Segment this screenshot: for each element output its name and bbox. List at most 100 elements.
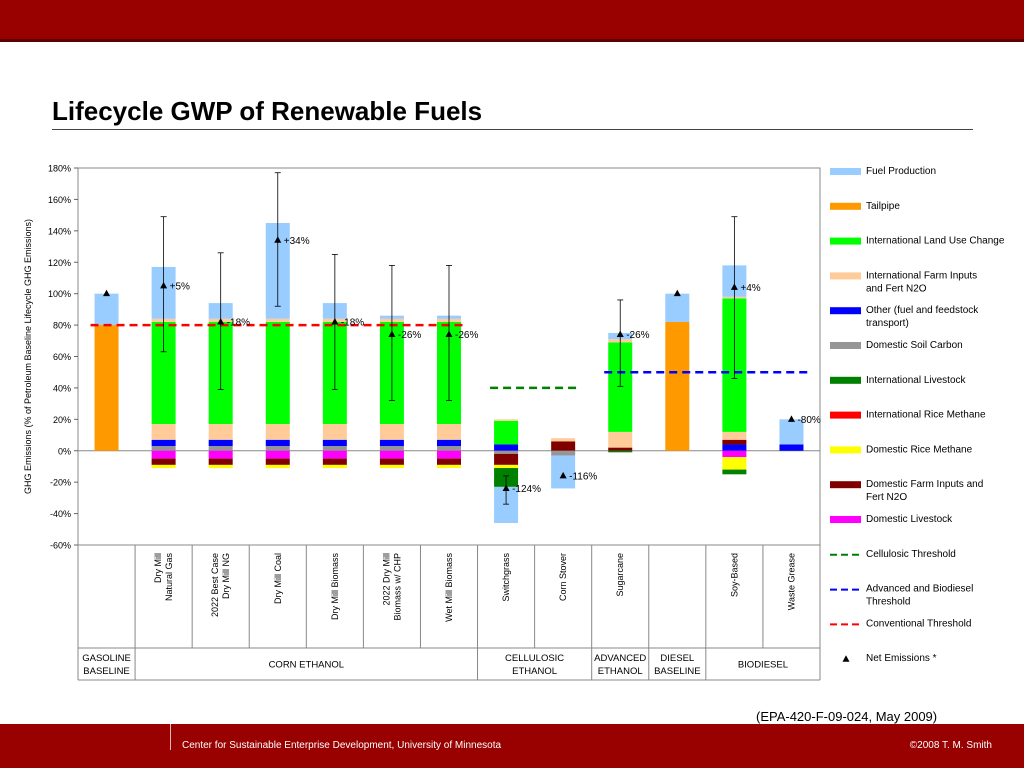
legend-swatch <box>830 168 861 175</box>
net-emission-marker <box>103 289 111 297</box>
x-group-label: BASELINE <box>654 666 700 677</box>
net-emission-marker <box>616 330 624 338</box>
net-emission-marker <box>787 415 795 422</box>
bar-segment-other_transport <box>151 439 176 447</box>
net-emission-marker <box>730 283 738 290</box>
bar-segment-other_transport <box>779 444 804 451</box>
bar-segment-dom_soil <box>437 446 461 451</box>
net-emission-marker <box>445 330 453 338</box>
bar-segment-dom_rice <box>722 457 747 470</box>
x-category-label: Dry Mill NG <box>221 553 231 599</box>
bar-segment-intl_farm <box>437 424 461 440</box>
y-axis-label: GHG Emissions (% of Petroleum Baseline L… <box>23 219 33 494</box>
net-emission-marker <box>559 471 567 479</box>
bar-segment-dom_rice <box>379 464 404 469</box>
bar-segment-intl_farm <box>494 419 519 421</box>
y-tick-label: 60% <box>53 352 71 362</box>
bar-segment-dom_livestock <box>322 450 347 459</box>
net-emission-marker <box>217 317 225 325</box>
bar-segment-other_transport <box>265 439 290 447</box>
bar-segment-dom_rice <box>494 464 519 469</box>
y-tick-label: 100% <box>48 289 71 299</box>
bar-segment-intl_farm <box>608 431 633 448</box>
bar-segment-dom_farm <box>494 453 519 465</box>
legend-swatch <box>830 342 861 349</box>
footer-banner: Center for Sustainable Enterprise Develo… <box>0 724 1024 768</box>
gwp-stacked-bar-chart: -60% -40% -20% 0% 20% 40% 60% 80% 100% 120% 140% 16… <box>23 164 1005 681</box>
x-group-label: CORN ETHANOL <box>269 660 344 671</box>
bar-segment-dom_livestock <box>151 450 176 459</box>
legend-swatch <box>830 481 861 489</box>
x-group-label: GASOLINE <box>82 653 131 664</box>
bar-segment-dom_livestock <box>722 450 747 458</box>
footer-organization: Center for Sustainable Enterprise Develo… <box>182 740 502 751</box>
legend-marker <box>842 655 850 662</box>
bar-segment-dom_soil <box>551 450 576 456</box>
bar-segment-intl_farm <box>379 424 404 440</box>
bar-segment-intl_farm <box>551 438 576 442</box>
y-tick-label: 140% <box>48 226 71 236</box>
footer-copyright: ©2008 T. M. Smith <box>909 740 992 751</box>
net-emission-label: -26% <box>626 330 649 341</box>
bar-segment-fuel_production <box>494 486 519 524</box>
legend-label: Domestic Livestock <box>866 514 953 525</box>
net-emission-marker <box>502 484 510 491</box>
bar-segment-other_transport <box>437 439 461 447</box>
bar-segment-dom_farm <box>265 458 290 465</box>
bar-segment-intl_farm <box>265 424 290 440</box>
x-category-label: Dry Mill Biomass <box>330 553 340 621</box>
legend-label: Other (fuel and feedstock <box>866 305 979 316</box>
net-emission-label: -18% <box>227 317 250 328</box>
bar-segment-dom_rice <box>265 464 290 469</box>
y-tick-label: 120% <box>48 258 71 268</box>
bar-segment-dom_farm <box>151 458 176 465</box>
bar-segment-dom_farm <box>551 441 576 451</box>
x-category-label: Dry Mill Coal <box>273 553 283 604</box>
bar-segment-intl_farm <box>265 318 290 322</box>
x-category-label: Waste Grease <box>786 553 796 610</box>
bar-segment-dom_farm <box>208 458 233 465</box>
x-category-label: Dry Mill <box>153 553 163 583</box>
y-tick-label: -20% <box>50 478 71 488</box>
title-underline <box>52 129 973 130</box>
legend-swatch <box>830 307 861 315</box>
legend-label: Net Emissions * <box>866 653 937 664</box>
bar-segment-dom_soil <box>322 446 347 451</box>
bar-segment-intl_farm <box>208 424 233 440</box>
bar-segment-dom_livestock <box>208 450 233 459</box>
legend-swatch <box>830 202 861 210</box>
net-emission-marker <box>388 330 396 338</box>
bar-segment-tailpipe <box>94 325 119 451</box>
legend-label: and Fert N2O <box>866 283 927 294</box>
bar-segment-other_transport <box>208 439 233 447</box>
bar-segment-fuel_production <box>779 419 804 445</box>
legend-label: Tailpipe <box>866 201 900 212</box>
bar-segment-intl_farm <box>722 431 747 440</box>
bar-segment-fuel_production <box>94 293 119 326</box>
net-emission-label: -18% <box>341 317 364 328</box>
legend-label: International Rice Methane <box>866 410 986 421</box>
footer-separator <box>170 724 171 750</box>
legend-swatch <box>830 411 861 419</box>
y-tick-label: -40% <box>50 509 71 519</box>
legend-label: Threshold <box>866 597 910 608</box>
legend-swatch <box>830 446 861 454</box>
y-tick-label: 160% <box>48 195 71 205</box>
y-tick-label: 40% <box>53 383 71 393</box>
x-category-label: Soy-Based <box>729 553 739 597</box>
bar-segment-dom_livestock <box>379 450 404 459</box>
legend-label: Fert N2O <box>866 492 907 503</box>
legend-label: Domestic Rice Methane <box>866 444 973 455</box>
legend-label: Cellulosic Threshold <box>866 549 956 560</box>
x-group-label: BIODIESEL <box>738 660 788 671</box>
citation: (EPA-420-F-09-024, May 2009) <box>756 709 938 724</box>
net-emission-marker <box>673 289 681 297</box>
y-tick-label: 80% <box>53 321 71 331</box>
x-category-label: Wet Mill Biomass <box>444 553 454 622</box>
legend-label: Fuel Production <box>866 166 936 177</box>
bar-segment-dom_rice <box>322 464 347 469</box>
legend-label: Domestic Soil Carbon <box>866 340 963 351</box>
net-emission-label: -26% <box>455 330 478 341</box>
bar-segment-other_transport <box>722 444 747 451</box>
net-emission-label: +34% <box>284 236 310 247</box>
